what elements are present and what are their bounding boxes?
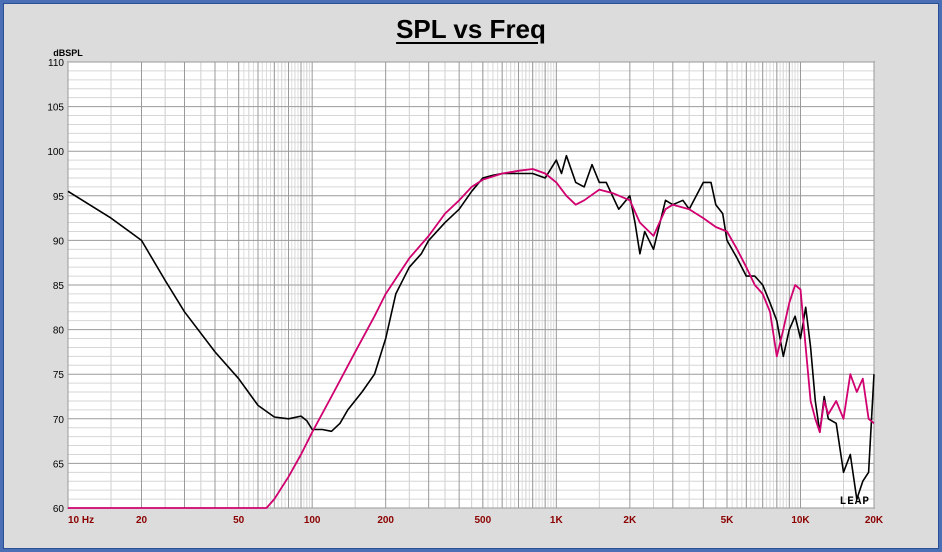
x-tick-label: 10K — [791, 515, 810, 526]
y-tick-label: 75 — [53, 370, 65, 381]
y-tick-label: 100 — [47, 147, 64, 158]
y-tick-labels: 110 105 100 95 90 85 80 75 70 65 60 — [47, 58, 64, 515]
y-tick-label: 60 — [53, 504, 65, 515]
y-tick-label: 65 — [53, 459, 65, 470]
x-tick-label: 10 Hz — [68, 515, 94, 526]
x-tick-label: 100 — [304, 515, 321, 526]
x-tick-label: 20 — [136, 515, 148, 526]
y-tick-label: 90 — [53, 236, 65, 247]
x-tick-label: 5K — [721, 515, 735, 526]
series-layer — [67, 154, 875, 509]
y-tick-label: 70 — [53, 415, 65, 426]
y-tick-label: 80 — [53, 326, 65, 337]
series-line-2 — [68, 168, 875, 509]
x-tick-label: 500 — [474, 515, 491, 526]
y-tick-label: 85 — [53, 281, 65, 292]
x-tick-label: 2K — [623, 515, 637, 526]
series-line-1 — [67, 154, 875, 500]
x-tick-label: 50 — [233, 515, 245, 526]
y-tick-label: 95 — [53, 192, 65, 203]
y-tick-label: 110 — [48, 58, 64, 69]
x-tick-label: 20K — [865, 515, 884, 526]
chart-title: SPL vs Freq — [396, 14, 546, 44]
major-grid — [67, 61, 875, 509]
minor-grid — [68, 62, 874, 508]
x-tick-labels: 10 Hz 20 50 100 200 500 1K 2K 5K 10K 20K — [68, 515, 884, 526]
leap-logo: LEAP — [840, 496, 870, 508]
x-tick-label: 200 — [377, 515, 394, 526]
y-axis-label: dBSPL — [53, 48, 83, 58]
x-tick-label: 1K — [550, 515, 564, 526]
y-tick-label: 105 — [47, 103, 64, 114]
